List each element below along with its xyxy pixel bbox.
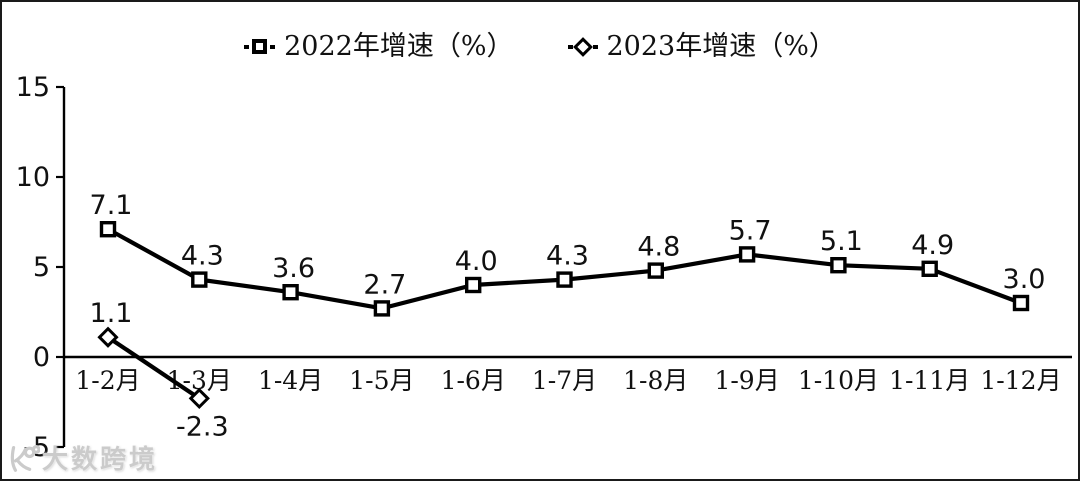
- x-category-label: 1-8月: [623, 366, 688, 395]
- legend-square-marker-icon: [244, 39, 276, 54]
- data-point-marker-square: [191, 271, 208, 288]
- data-point-label: 4.3: [546, 241, 589, 272]
- data-point-label: 4.0: [455, 246, 498, 277]
- data-point-label: 5.7: [729, 215, 772, 246]
- data-point-marker-square: [921, 260, 938, 277]
- data-point-marker-square: [830, 257, 847, 274]
- data-point-label: 4.3: [181, 241, 224, 272]
- legend-diamond-marker-icon: [567, 36, 598, 57]
- watermark-logo-icon: [10, 444, 40, 472]
- legend: 2022年增速（%） 2023年增速（%）: [2, 33, 1078, 60]
- data-point-label: 3.6: [272, 253, 315, 284]
- x-category-label: 1-7月: [532, 366, 597, 395]
- data-point-marker-square: [282, 284, 299, 301]
- legend-label-2023: 2023年增速（%）: [606, 31, 836, 62]
- series-line-2023: [106, 335, 201, 401]
- y-tick-label: 15: [16, 72, 50, 103]
- legend-item-2023: 2023年增速（%）: [567, 31, 836, 62]
- legend-label-2022: 2022年增速（%）: [284, 31, 514, 62]
- data-point-marker-square: [373, 300, 391, 317]
- y-tick-label: 0: [33, 342, 50, 373]
- y-tick-label: 10: [16, 162, 50, 193]
- x-category-label: 1-12月: [980, 366, 1061, 395]
- x-category-label: 1-2月: [75, 366, 140, 395]
- data-point-label: 1.1: [90, 298, 133, 329]
- data-point-label: 4.8: [637, 232, 680, 263]
- data-point-label: 3.0: [1003, 264, 1046, 295]
- watermark: 大数跨境: [6, 439, 158, 476]
- data-point-marker-square: [556, 271, 573, 288]
- data-point-label: 2.7: [363, 269, 406, 300]
- data-point-marker-square: [647, 262, 664, 279]
- data-point-marker-square: [99, 220, 117, 238]
- x-category-label: 1-5月: [349, 366, 414, 395]
- data-point-label: -2.3: [176, 411, 229, 442]
- data-point-marker-square: [738, 246, 756, 263]
- data-point-marker-square: [1012, 294, 1030, 312]
- x-category-label: 1-9月: [714, 366, 779, 395]
- data-point-marker-diamond: [188, 387, 210, 410]
- x-category-label: 1-10月: [798, 366, 879, 395]
- data-point-label: 7.1: [90, 190, 133, 221]
- data-point-label: 4.9: [911, 230, 954, 261]
- data-point-marker-diamond: [97, 326, 119, 348]
- legend-item-2022: 2022年增速（%）: [244, 31, 514, 62]
- data-point-marker-square: [465, 276, 482, 294]
- x-category-label: 1-6月: [441, 366, 506, 395]
- x-category-label: 1-4月: [258, 366, 323, 395]
- data-point-label: 5.1: [820, 226, 863, 257]
- watermark-text: 大数跨境: [42, 445, 159, 475]
- y-tick-label: 5: [33, 252, 50, 283]
- x-category-label: 1-11月: [889, 366, 970, 395]
